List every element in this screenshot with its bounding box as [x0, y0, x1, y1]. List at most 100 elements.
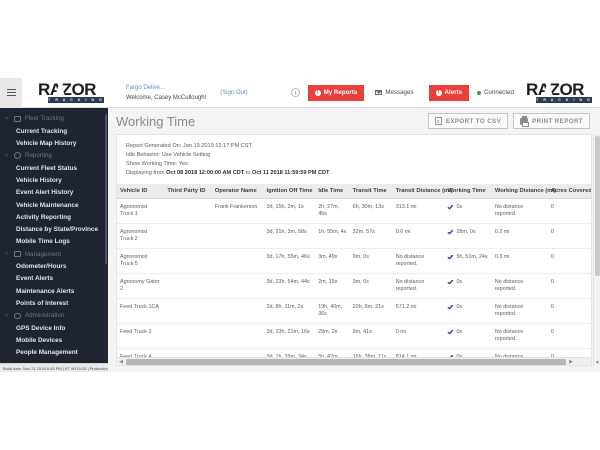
- cell-transit-time: 3m, 0s: [349, 273, 393, 299]
- date-range-prefix: Displaying from: [126, 170, 167, 176]
- chart-circle-icon: [14, 152, 21, 160]
- sidebar-item-event-alert-history[interactable]: Event Alert History: [16, 189, 74, 197]
- column-header[interactable]: Acres Covered: [547, 184, 591, 199]
- sidebar-item-people-management[interactable]: People Management: [16, 349, 78, 357]
- table-row[interactable]: Agronomist Truck 2 3d, 21h, 3m, 58s 1h, 55…: [117, 223, 591, 249]
- column-header[interactable]: Operator Name: [211, 184, 264, 199]
- cell-vehicle-id: Feed Truck 3: [117, 323, 165, 349]
- column-header[interactable]: Transit Distance (mi): [392, 184, 453, 199]
- working-time-icon: [447, 204, 454, 210]
- sidebar-item-distance-by-state-province[interactable]: Distance by State/Province: [16, 225, 99, 233]
- table-row[interactable]: Agronomy Gator 2 3d, 23h, 54m, 44s 2m, 15s…: [117, 273, 591, 299]
- cell-transit-time: 6h, 30m, 13s: [349, 198, 393, 224]
- sidebar-item-mobile-time-logs[interactable]: Mobile Time Logs: [16, 238, 70, 246]
- cell-third-party-id: [164, 248, 212, 274]
- print-report-label: PRINT REPORT: [532, 117, 583, 125]
- top-navigation-bar: RAZOR T R A C K I N G Fargo Delive... We…: [0, 78, 600, 108]
- logo-tagline: T R A C K I N G: [48, 97, 104, 103]
- column-header[interactable]: Working Time: [444, 184, 492, 199]
- working-time-icon: [447, 304, 454, 310]
- messages-button[interactable]: Messages: [368, 85, 420, 101]
- sidebar-group-label: Administration: [25, 312, 65, 320]
- sidebar-item-gps-device-info[interactable]: GPS Device Info: [16, 325, 66, 333]
- alerts-badge-icon: !: [435, 89, 442, 96]
- cell-working-distance: 0.2 mi: [491, 223, 548, 249]
- cell-operator-name: [211, 248, 264, 274]
- date-range-mid: to: [244, 170, 253, 176]
- sidebar-item-event-alerts[interactable]: Event Alerts: [16, 275, 54, 283]
- cell-working-time: 5h, 51m, 24s: [444, 248, 492, 274]
- scroll-right-arrow-icon[interactable]: ▶: [569, 358, 573, 365]
- working-time-value: 0s: [456, 329, 463, 335]
- sidebar-group-fleet-tracking[interactable]: ˄ Fleet Tracking: [0, 112, 108, 125]
- application-window: RAZOR T R A C K I N G Fargo Delive... We…: [0, 78, 600, 372]
- sidebar-item-current-tracking[interactable]: Current Tracking: [16, 127, 68, 135]
- cell-transit-time: 9m, 0s: [349, 248, 393, 274]
- cell-ignition-off-time: 3d, 23h, 21m, 16s: [263, 323, 316, 349]
- column-header[interactable]: Working Distance (mi): [491, 184, 556, 199]
- horizontal-scroll-thumb[interactable]: [126, 358, 566, 365]
- razor-logo-right: RAZOR T R A C K I N G: [526, 81, 592, 103]
- my-reports-button[interactable]: ! My Reports: [307, 84, 365, 101]
- sidebar-group-management[interactable]: ˄ Management: [0, 248, 108, 261]
- cell-operator-name: [211, 273, 264, 299]
- table-row[interactable]: Feed Truck 1CA 2d, 8h, 11m, 2s 19h, 40m, 3…: [117, 298, 591, 324]
- sidebar-group-label: Fleet Tracking: [25, 115, 64, 122]
- chevron-up-icon: ˄: [5, 312, 8, 319]
- sidebar-item-vehicle-maintenance[interactable]: Vehicle Maintenance: [16, 201, 79, 209]
- scroll-down-arrow-icon[interactable]: ▼: [595, 360, 600, 366]
- column-header[interactable]: Vehicle ID: [117, 184, 165, 199]
- sidebar-item-odometer-hours[interactable]: Odometer/Hours: [16, 263, 67, 271]
- cell-acres-covered: 0: [547, 223, 591, 249]
- export-to-csv-button[interactable]: X EXPORT TO CSV: [427, 113, 509, 129]
- sidebar-scrollbar[interactable]: [105, 114, 107, 264]
- table-body: Agronomist Truck 1 Frank Frankerson 3d, 15…: [117, 198, 591, 365]
- page-actions: X EXPORT TO CSV PRINT REPORT: [427, 113, 590, 129]
- date-range-end: Oct 11 2018 11:59:59 PM CDT: [252, 170, 330, 176]
- alerts-label: Alerts: [444, 89, 463, 96]
- scroll-left-arrow-icon[interactable]: ◀: [119, 358, 123, 365]
- sidebar-group-administration[interactable]: ˄ Administration: [0, 309, 108, 322]
- cell-working-distance: No distance reported.: [491, 198, 548, 224]
- cell-operator-name: [211, 323, 264, 349]
- column-header[interactable]: Ignition Off Time: [263, 184, 316, 199]
- sidebar-item-maintenance-alerts[interactable]: Maintenance Alerts: [16, 287, 75, 295]
- alerts-button[interactable]: ! Alerts: [428, 84, 470, 101]
- working-time-value: 5h, 51m, 24s: [456, 254, 488, 260]
- print-report-button[interactable]: PRINT REPORT: [513, 113, 590, 129]
- sidebar-item-vehicle-history[interactable]: Vehicle History: [16, 177, 62, 185]
- hamburger-menu-icon[interactable]: [0, 78, 22, 108]
- content-vertical-scrollbar[interactable]: ▲ ▼: [593, 134, 600, 366]
- welcome-message: Welcome, Casey McCullough!: [126, 94, 207, 101]
- content-area: Working Time X EXPORT TO CSV PRINT REPOR…: [108, 108, 600, 372]
- sidebar-item-vehicle-map-history[interactable]: Vehicle Map History: [16, 139, 77, 147]
- page-title: Working Time: [116, 113, 196, 129]
- table-row[interactable]: Feed Truck 3 3d, 23h, 21m, 16s 29m, 2s 9m, …: [117, 323, 591, 349]
- table-horizontal-scrollbar[interactable]: ◀ ▶: [117, 357, 591, 365]
- column-header[interactable]: Idle Time: [315, 184, 350, 199]
- column-header[interactable]: Transit Time: [349, 184, 393, 199]
- working-time-icon: [447, 329, 454, 335]
- table-header: Vehicle ID Third Party ID Operator Name Ign…: [117, 184, 591, 199]
- sidebar-group-reporting[interactable]: ˄ Reporting: [0, 149, 108, 162]
- body-container: ˄ Fleet Tracking Current Tracking Vehicle M…: [0, 108, 600, 372]
- help-circle-icon[interactable]: [290, 88, 300, 97]
- vertical-scroll-thumb[interactable]: [595, 136, 600, 276]
- sidebar-item-activity-reporting[interactable]: Activity Reporting: [16, 213, 72, 221]
- date-range-line: Displaying from Oct 08 2018 12:00:00 AM …: [126, 169, 582, 178]
- printer-icon: [520, 115, 529, 127]
- table-row[interactable]: Agronomist Truck 1 Frank Frankerson 3d, 15…: [117, 198, 591, 224]
- connection-status: Connected: [477, 89, 514, 96]
- sidebar-item-current-fleet-status[interactable]: Current Fleet Status: [16, 164, 78, 172]
- report-metadata: Report Generated On: Jan 19 2019 12:17 P…: [117, 135, 591, 184]
- cell-third-party-id: [164, 223, 212, 249]
- chevron-up-icon: ˄: [5, 115, 8, 122]
- table-row[interactable]: Agronomist Truck 5 3d, 17h, 55m, 46s 3m, 4…: [117, 248, 591, 274]
- account-name: Fargo Delive...: [126, 84, 166, 91]
- cell-transit-distance: 0 mi: [392, 323, 445, 349]
- column-header[interactable]: Third Party ID: [164, 184, 212, 199]
- sidebar-item-points-of-interest[interactable]: Points of Interest: [16, 299, 69, 307]
- sidebar-item-mobile-devices[interactable]: Mobile Devices: [16, 337, 63, 345]
- sign-out-link[interactable]: (Sign Out): [220, 89, 248, 96]
